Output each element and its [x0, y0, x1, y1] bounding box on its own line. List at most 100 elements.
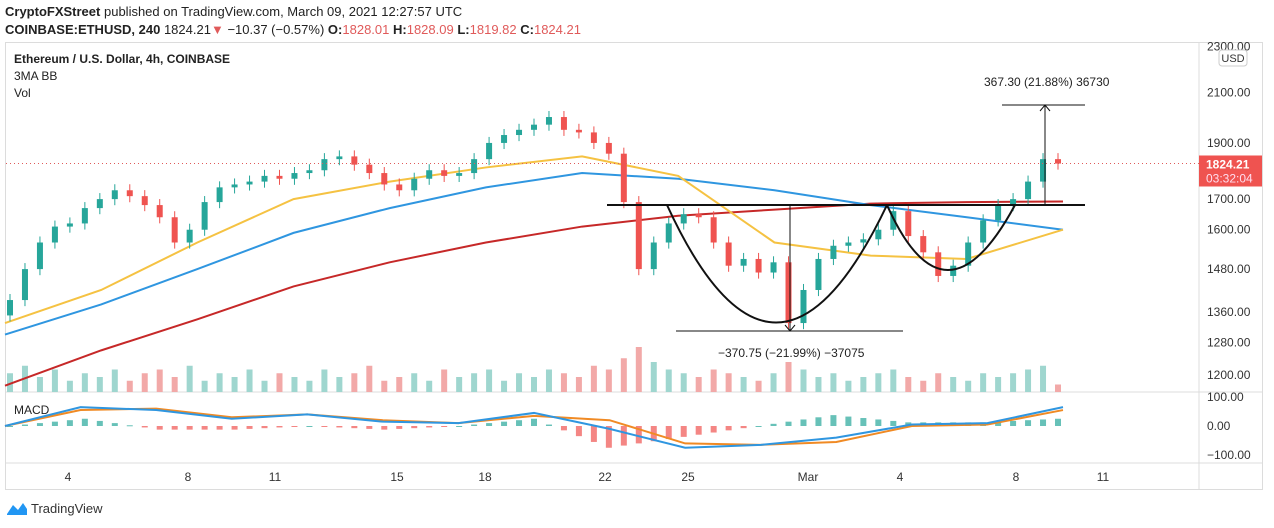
close-label: C:	[520, 22, 534, 37]
volume-bar	[111, 369, 118, 392]
macd-histogram-bar	[381, 426, 388, 430]
ma-slow-line	[4, 200, 1064, 387]
candle-body	[336, 156, 343, 160]
candle-body	[126, 190, 133, 197]
x-tick-label: 4	[65, 470, 72, 484]
volume-bar	[426, 380, 433, 392]
macd-histogram-bar	[156, 426, 163, 430]
volume-bar	[36, 377, 43, 392]
macd-histogram-bar	[635, 426, 642, 444]
volume-bar	[156, 369, 163, 392]
macd-histogram-bar	[815, 417, 822, 426]
candle-body	[501, 135, 508, 143]
volume-bar	[291, 377, 298, 392]
macd-histogram-bar	[51, 421, 58, 426]
candle-body	[1040, 159, 1047, 182]
macd-histogram-bar	[486, 423, 493, 426]
macd-histogram-bar	[321, 426, 328, 427]
macd-histogram-bar	[36, 423, 43, 426]
publisher-name[interactable]: CryptoFXStreet	[5, 4, 101, 19]
macd-histogram-bar	[710, 426, 717, 433]
y-tick-label: 1360.00	[1207, 305, 1251, 319]
candle-body	[830, 245, 837, 259]
x-tick-label: 8	[185, 470, 192, 484]
volume-bar	[441, 369, 448, 392]
candle-body	[531, 124, 537, 130]
volume-bar	[7, 373, 13, 392]
candle-body	[800, 289, 807, 324]
change: −10.37 (−0.57%)	[227, 22, 325, 37]
tradingview-logo: TradingView	[6, 500, 103, 516]
volume-bar	[965, 380, 972, 392]
macd-histogram-bar	[680, 426, 687, 437]
macd-tick-label: 0.00	[1207, 419, 1231, 433]
low-label: L:	[457, 22, 470, 37]
macd-histogram-bar	[890, 420, 897, 426]
candle-body	[81, 208, 88, 224]
candle-body	[725, 242, 732, 266]
candle-body	[321, 159, 328, 171]
volume-bar	[635, 347, 642, 392]
volume-bar	[1040, 365, 1047, 392]
volume-bar	[605, 369, 612, 392]
candle-body	[516, 129, 523, 136]
macd-histogram-bar	[216, 426, 223, 430]
volume-bar	[201, 380, 208, 392]
candle-body	[545, 117, 552, 125]
macd-histogram-bar	[471, 424, 478, 426]
volume-bar	[126, 380, 133, 392]
macd-histogram-bar	[785, 421, 792, 426]
volume-bar	[680, 373, 687, 392]
candle-body	[486, 142, 493, 160]
macd-histogram-bar	[695, 426, 702, 435]
macd-histogram-bar	[995, 421, 1002, 426]
candle-body	[755, 258, 762, 273]
volume-bar	[396, 377, 403, 392]
macd-histogram-bar	[620, 426, 627, 446]
volume-bar	[935, 373, 942, 392]
candle-body	[426, 170, 433, 179]
volume-bar	[1010, 373, 1017, 392]
y-tick-label: 1280.00	[1207, 335, 1251, 349]
y-tick-label: 1200.00	[1207, 368, 1251, 382]
candle-body	[665, 223, 672, 243]
candle-body	[51, 226, 58, 243]
macd-histogram-bar	[770, 423, 777, 426]
candle-body	[980, 220, 987, 243]
indicator-vol[interactable]: Vol	[14, 86, 31, 100]
candle-body	[381, 173, 388, 185]
volume-bar	[785, 362, 792, 392]
macd-histogram-bar	[96, 420, 103, 426]
macd-histogram-bar	[21, 424, 28, 426]
volume-bar	[695, 377, 702, 392]
y-tick-label: 2100.00	[1207, 85, 1251, 99]
volume-bar	[456, 377, 463, 392]
volume-bar	[755, 380, 762, 392]
macd-histogram-bar	[141, 426, 148, 428]
indicator-3ma-bb[interactable]: 3MA BB	[14, 69, 58, 83]
macd-histogram-bar	[516, 420, 523, 426]
candle-body	[276, 175, 283, 179]
candle-body	[710, 217, 717, 243]
currency-label: USD	[1221, 53, 1244, 65]
candle-body	[905, 211, 912, 237]
volume-bar	[650, 362, 657, 392]
candle-body	[950, 265, 957, 276]
candle-body	[1010, 199, 1017, 206]
macd-histogram-bar	[875, 419, 882, 426]
volume-bar	[875, 373, 882, 392]
volume-bar	[620, 358, 627, 392]
macd-tick-label: 100.00	[1207, 390, 1244, 404]
macd-histogram-bar	[456, 426, 463, 427]
x-tick-label: 15	[390, 470, 404, 484]
volume-bar	[950, 377, 957, 392]
last-price-value: 1824.21	[1206, 157, 1250, 171]
volume-bar	[1025, 369, 1032, 392]
indicator-macd[interactable]: MACD	[14, 403, 50, 417]
volume-bar	[411, 373, 418, 392]
macd-histogram-bar	[306, 426, 313, 427]
candle-body	[156, 205, 163, 218]
macd-histogram-bar	[755, 426, 762, 427]
